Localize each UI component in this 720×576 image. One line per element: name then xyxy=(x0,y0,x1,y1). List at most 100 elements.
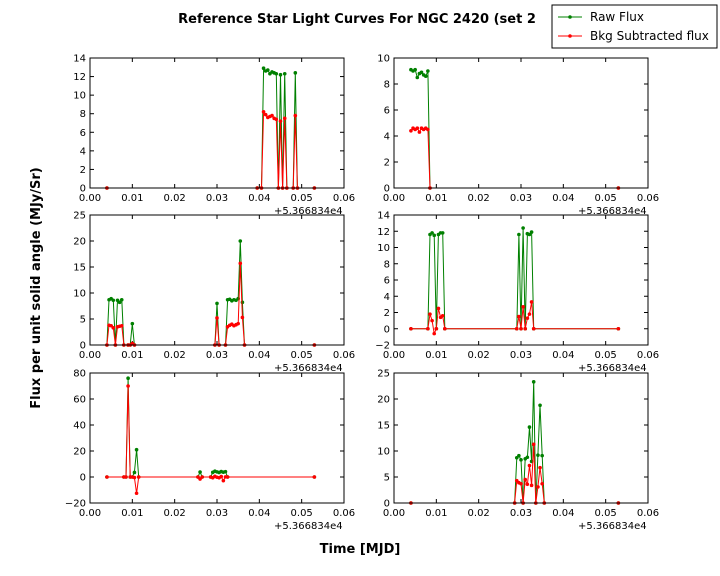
y-tick-label: 4 xyxy=(384,132,390,143)
data-point-raw-flux xyxy=(415,75,420,80)
y-tick-label: 2 xyxy=(384,308,390,319)
y-tick-label: 10 xyxy=(73,289,86,300)
y-tick-label: 6 xyxy=(80,128,86,139)
data-point-raw-flux xyxy=(527,425,532,429)
y-tick-label: 0 xyxy=(384,184,390,195)
x-tick-label: 0.02 xyxy=(164,508,186,519)
data-point-bkg-subtracted-flux xyxy=(523,326,528,331)
x-tick-label: 0.05 xyxy=(595,508,617,519)
data-point-bkg-subtracted-flux xyxy=(514,326,519,331)
series-line-raw-flux xyxy=(410,68,619,189)
y-tick-label: 8 xyxy=(384,259,390,270)
data-point-raw-flux xyxy=(282,71,287,76)
data-point-raw-flux xyxy=(517,453,521,458)
y-tick-label: 25 xyxy=(73,211,86,222)
y-tick-label: 5 xyxy=(80,315,86,326)
y-tick-label: 20 xyxy=(377,395,390,406)
legend-marker-bkg-subtracted xyxy=(568,34,572,38)
x-tick-label: 0.06 xyxy=(637,508,659,519)
x-tick-label: 0.06 xyxy=(333,193,355,204)
y-tick-label: 6 xyxy=(384,106,390,117)
x-tick-label: 0.01 xyxy=(121,193,143,204)
axes-frame xyxy=(393,57,649,189)
x-tick-label: 0.03 xyxy=(510,193,532,204)
x-tick-label: 0.03 xyxy=(206,350,228,361)
x-tick-label: 0.01 xyxy=(425,193,447,204)
y-tick-label: 0 xyxy=(384,324,390,335)
y-tick-label: −20 xyxy=(65,499,86,510)
series-line-bkg-subtracted-flux xyxy=(106,263,315,346)
data-point-bkg-subtracted-flux xyxy=(240,315,245,320)
data-point-raw-flux xyxy=(540,453,544,458)
legend-frame xyxy=(551,4,718,49)
x-offset-label: +5.366834e4 xyxy=(578,521,647,532)
data-point-raw-flux xyxy=(238,239,243,243)
y-tick-label: 20 xyxy=(73,237,86,248)
series-line-raw-flux xyxy=(410,227,619,330)
subplot-grid: 0.00 0.01 0.02 0.03 0.04 0.05 0.06 0 2 4 6 8 10 12 14 +… xyxy=(65,54,659,533)
y-tick-label: 12 xyxy=(73,72,86,83)
x-tick-label: 0.00 xyxy=(79,508,101,519)
data-point-bkg-subtracted-flux xyxy=(415,126,420,130)
x-tick-label: 0.01 xyxy=(425,350,447,361)
data-point-raw-flux xyxy=(274,71,279,76)
y-tick-label: 5 xyxy=(384,473,390,484)
x-tick-label: 0.00 xyxy=(383,193,405,204)
data-point-bkg-subtracted-flux xyxy=(527,463,532,468)
subplot-row2-left: 0.00 0.01 0.02 0.03 0.04 0.05 0.06 0 5 10 15 20 25 +5… xyxy=(73,211,355,375)
data-point-bkg-subtracted-flux xyxy=(529,300,534,304)
data-point-raw-flux xyxy=(440,231,445,235)
data-point-bkg-subtracted-flux xyxy=(263,112,268,117)
data-point-bkg-subtracted-flux xyxy=(409,326,413,331)
y-tick-label: 4 xyxy=(384,292,390,303)
data-point-bkg-subtracted-flux xyxy=(519,326,523,331)
y-tick-label: 2 xyxy=(80,165,86,176)
x-tick-label: 0.02 xyxy=(468,508,490,519)
x-tick-label: 0.03 xyxy=(206,193,228,204)
x-tick-label: 0.04 xyxy=(248,193,270,204)
data-point-bkg-subtracted-flux xyxy=(274,117,279,122)
x-tick-label: 0.00 xyxy=(383,350,405,361)
subplot-row1-right: 0.00 0.01 0.02 0.03 0.04 0.05 0.06 0 2 4 6 8 10 +5.36… xyxy=(377,54,659,218)
data-point-bkg-subtracted-flux xyxy=(293,113,298,118)
subplot-row3-left: 0.00 0.01 0.02 0.03 0.04 0.05 0.06 −20 0 20 40 60 80… xyxy=(65,369,355,533)
data-point-bkg-subtracted-flux xyxy=(531,326,536,331)
data-point-raw-flux xyxy=(117,300,122,305)
legend-label-bkg-subtracted: Bkg Subtracted flux xyxy=(590,29,709,43)
data-point-raw-flux xyxy=(130,321,135,326)
data-point-bkg-subtracted-flux xyxy=(540,481,544,486)
x-offset-label: +5.366834e4 xyxy=(578,206,647,217)
data-point-bkg-subtracted-flux xyxy=(434,326,439,331)
x-offset-label: +5.366834e4 xyxy=(578,363,647,374)
x-offset-label: +5.366834e4 xyxy=(274,206,343,217)
y-tick-label: 0 xyxy=(384,499,390,510)
y-tick-label: 6 xyxy=(384,276,390,287)
data-point-bkg-subtracted-flux xyxy=(225,475,230,479)
data-point-bkg-subtracted-flux xyxy=(236,321,240,326)
data-point-raw-flux xyxy=(119,297,124,302)
y-tick-label: 10 xyxy=(377,447,390,458)
data-point-raw-flux xyxy=(126,376,130,381)
data-point-bkg-subtracted-flux xyxy=(119,323,124,328)
data-point-bkg-subtracted-flux xyxy=(519,481,523,486)
data-point-raw-flux xyxy=(536,453,540,457)
x-offset-label: +5.366834e4 xyxy=(274,521,343,532)
data-point-raw-flux xyxy=(215,301,219,306)
x-axis-label: Time [MJD] xyxy=(320,542,401,557)
data-point-raw-flux xyxy=(419,70,424,75)
data-point-raw-flux xyxy=(261,66,266,71)
data-point-raw-flux xyxy=(413,67,417,72)
data-point-bkg-subtracted-flux xyxy=(221,478,226,483)
x-tick-label: 0.04 xyxy=(552,350,574,361)
data-point-raw-flux xyxy=(531,380,536,384)
data-point-bkg-subtracted-flux xyxy=(134,491,139,496)
data-point-raw-flux xyxy=(278,72,283,77)
y-tick-label: 4 xyxy=(80,146,86,157)
data-point-bkg-subtracted-flux xyxy=(523,477,528,482)
subplot-row2-right: 0.00 0.01 0.02 0.03 0.04 0.05 0.06 −2 0 2 4 6 8 10 12 1… xyxy=(375,211,659,375)
data-point-bkg-subtracted-flux xyxy=(521,305,525,309)
x-tick-label: 0.01 xyxy=(121,350,143,361)
data-point-raw-flux xyxy=(266,68,270,72)
y-tick-label: 40 xyxy=(73,421,86,432)
